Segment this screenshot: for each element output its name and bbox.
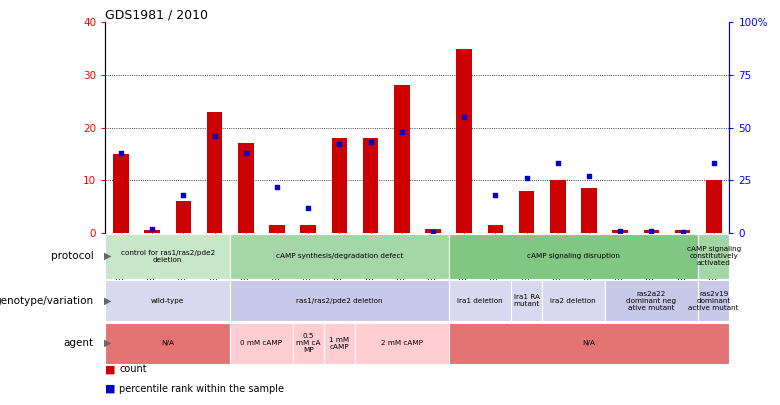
Bar [604, 280, 698, 321]
Text: 0.5
mM cA
MP: 0.5 mM cA MP [296, 333, 321, 353]
Text: 1 mM
cAMP: 1 mM cAMP [329, 337, 349, 350]
Bar [612, 230, 628, 233]
Text: ▶: ▶ [104, 296, 112, 306]
Bar [230, 234, 448, 279]
Point [115, 149, 127, 156]
Bar [698, 280, 729, 321]
Bar [238, 143, 254, 233]
Bar [324, 323, 355, 364]
Bar [269, 225, 285, 233]
Point [395, 128, 408, 135]
Text: ras2v19
dominant
active mutant: ras2v19 dominant active mutant [689, 291, 739, 311]
Bar [355, 323, 448, 364]
Text: ▶: ▶ [104, 251, 112, 261]
Bar [394, 85, 410, 233]
Text: cAMP signaling
constitutively
activated: cAMP signaling constitutively activated [686, 246, 741, 266]
Bar [332, 138, 347, 233]
Bar [292, 323, 324, 364]
Bar [698, 234, 729, 279]
Text: ras2a22
dominant neg
ative mutant: ras2a22 dominant neg ative mutant [626, 291, 676, 311]
Point [520, 175, 533, 181]
Bar [542, 280, 604, 321]
Text: ira1 deletion: ira1 deletion [457, 298, 502, 304]
Text: protocol: protocol [51, 251, 94, 261]
Point [271, 183, 283, 190]
Bar [207, 112, 222, 233]
Point [333, 141, 346, 148]
Bar [488, 225, 503, 233]
Point [146, 226, 158, 232]
Text: ras1/ras2/pde2 deletion: ras1/ras2/pde2 deletion [296, 298, 382, 304]
Text: ■: ■ [105, 364, 115, 374]
Bar [581, 188, 597, 233]
Bar [448, 280, 511, 321]
Text: wild-type: wild-type [151, 298, 184, 304]
Text: genotype/variation: genotype/variation [0, 296, 94, 306]
Text: 0 mM cAMP: 0 mM cAMP [240, 340, 282, 346]
Text: ira1 RA
mutant: ira1 RA mutant [513, 294, 540, 307]
Text: cAMP synthesis/degradation defect: cAMP synthesis/degradation defect [275, 253, 403, 259]
Bar [105, 280, 230, 321]
Point [177, 192, 190, 198]
Text: N/A: N/A [161, 340, 174, 346]
Bar [448, 234, 698, 279]
Point [458, 114, 470, 120]
Bar [448, 323, 729, 364]
Point [707, 160, 720, 166]
Bar [675, 230, 690, 233]
Bar [230, 280, 448, 321]
Text: ■: ■ [105, 384, 115, 394]
Bar [706, 180, 722, 233]
Bar [144, 230, 160, 233]
Text: ▶: ▶ [104, 338, 112, 348]
Point [489, 192, 502, 198]
Point [551, 160, 564, 166]
Bar [113, 154, 129, 233]
Bar [456, 49, 472, 233]
Point [427, 228, 439, 235]
Bar [105, 323, 230, 364]
Text: control for ras1/ras2/pde2
deletion: control for ras1/ras2/pde2 deletion [121, 249, 215, 263]
Text: percentile rank within the sample: percentile rank within the sample [119, 384, 285, 394]
Point [364, 139, 377, 145]
Text: count: count [119, 364, 147, 374]
Text: GDS1981 / 2010: GDS1981 / 2010 [105, 8, 208, 21]
Bar [176, 201, 191, 233]
Text: N/A: N/A [583, 340, 595, 346]
Text: 2 mM cAMP: 2 mM cAMP [381, 340, 423, 346]
Bar [300, 225, 316, 233]
Point [208, 133, 221, 139]
Bar [105, 234, 230, 279]
Point [583, 173, 595, 179]
Text: ira2 deletion: ira2 deletion [551, 298, 596, 304]
Point [239, 149, 252, 156]
Bar [230, 323, 292, 364]
Bar [425, 229, 441, 233]
Bar [644, 230, 659, 233]
Text: agent: agent [63, 338, 94, 348]
Point [614, 228, 626, 234]
Bar [550, 180, 566, 233]
Bar [511, 280, 542, 321]
Text: cAMP signaling disruption: cAMP signaling disruption [526, 253, 620, 259]
Bar [519, 191, 534, 233]
Point [645, 228, 658, 234]
Bar [363, 138, 378, 233]
Point [302, 205, 314, 211]
Point [676, 228, 689, 235]
